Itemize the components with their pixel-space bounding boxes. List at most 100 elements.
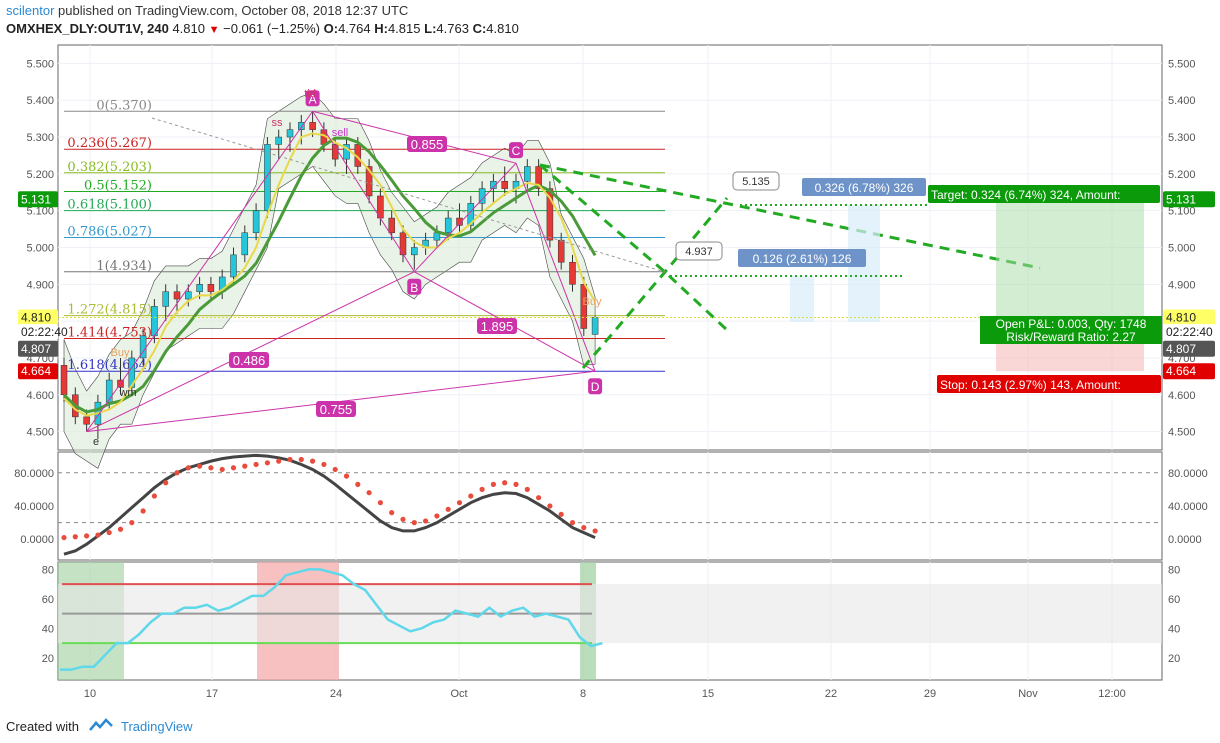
target-label-bg [928,185,1160,203]
fib-label: 1(4.934) [96,259,152,274]
y-tick-label-right: 5.400 [1168,95,1196,107]
osc-y-tick-left: 80.0000 [14,468,54,480]
osc-dot [276,458,282,464]
x-tick-label: 22 [825,688,837,700]
candle-body [411,247,418,256]
osc-dot [310,458,316,464]
left-price-tag: 5.131 [21,192,51,206]
rsi-y-tick-right: 20 [1168,653,1180,665]
pattern-ratio: 1.895 [481,319,514,334]
candle-body [162,291,169,307]
stop-label-bg [937,375,1161,393]
tradingview-logo-icon[interactable] [89,718,113,735]
right-price-tag: 5.131 [1166,192,1196,206]
pnl-bg [980,316,1162,344]
pnl-label: Open P&L: 0.003, Qty: 1748 [996,317,1147,331]
x-tick-label: 15 [702,688,714,700]
tradingview-link[interactable]: TradingView [120,719,193,734]
osc-dot [355,481,361,487]
osc-dot [151,493,157,499]
osc-y-tick-right: 0.0000 [1168,534,1202,546]
candle-body [241,232,249,256]
signal-text: sell [332,127,349,139]
signal-text: Buy [583,296,602,308]
osc-dot [366,490,372,496]
osc-dot [343,473,350,479]
ratio-bg [316,401,356,417]
x-tick-label: Oct [450,688,467,700]
osc-dot [547,503,553,509]
right-price-tag-bg [1163,309,1215,326]
candle-body [569,261,576,285]
candle-body [196,284,203,292]
fib-label: 0.382(5.203) [67,160,152,175]
footer: Created with TradingView [6,718,193,735]
fib-label: 0.786(5.027) [67,225,152,240]
osc-dot [298,456,304,463]
osc-dot [253,461,259,468]
signal-text: ss [272,117,284,129]
osc-dot [185,465,191,471]
high-label: H: [374,21,388,36]
osc-dot [140,508,146,514]
y-tick-label-right: 4.900 [1168,279,1196,291]
y-tick-label-left: 4.500 [26,427,54,439]
projection-label: 5.135 [742,176,770,188]
fib-label: 1.414(4.753) [67,325,152,340]
author-link[interactable]: scilentor [6,3,55,18]
candle-body [173,291,181,300]
fib-label: 1.272(4.815) [67,303,152,318]
x-tick-label: 10 [84,688,96,700]
pattern-leg [515,163,596,372]
osc-dot [456,500,463,506]
right-price-tag-bg [1163,324,1215,341]
pattern-point-A: A [309,92,317,106]
x-tick-label: 17 [206,688,218,700]
fib-label: 0.618(5.100) [67,198,152,213]
osc-dot [581,525,587,531]
y-tick-label-left: 5.000 [26,243,54,255]
open-label: O: [323,21,339,36]
candle-body [252,210,260,234]
osc-dot [502,480,508,486]
y-tick-label-right: 5.500 [1168,58,1196,70]
osc-dot [230,465,237,471]
osc-y-tick-left: 0.0000 [20,534,54,546]
osc-dot [490,481,496,487]
price-change: −0.061 (−1.25%) [223,21,320,36]
candle-body [501,180,508,189]
candle-body [433,232,441,241]
ratio-bg [477,318,517,334]
osc-dot [434,513,440,519]
osc-dot [479,486,485,492]
rsi-y-tick-left: 80 [42,564,54,576]
candle-body [207,284,215,292]
down-arrow-icon: ▼ [208,24,220,36]
osc-dot [524,486,530,492]
signal-text: Buy [111,347,130,359]
projection-label-bg [675,241,723,261]
osc-dot [445,506,451,512]
y-tick-label-left: 5.500 [26,58,54,70]
y-tick-label-right: 4.500 [1168,427,1196,439]
rsi-y-tick-left: 60 [42,594,54,606]
pattern-ratio: 0.755 [320,402,353,417]
left-price-tag-bg [18,363,58,380]
y-tick-label-left: 4.600 [26,390,54,402]
left-price-tag: 4.664 [21,364,51,378]
left-price-tag: 4.807 [21,342,51,356]
pane-frame-2 [57,451,1163,561]
pattern-ratio: 0.855 [411,137,444,152]
y-tick-label-left: 4.900 [26,279,54,291]
osc-dot [72,534,78,540]
candle-body [365,166,373,197]
y-tick-label-right: 5.300 [1168,132,1196,144]
projection-label-bg [732,171,780,191]
signal-text: tid [304,88,316,100]
osc-dot [117,526,124,532]
osc-dot [558,511,564,517]
ratio-bg [407,136,447,152]
osc-dot [163,480,169,486]
right-price-tag-bg [1163,363,1215,380]
